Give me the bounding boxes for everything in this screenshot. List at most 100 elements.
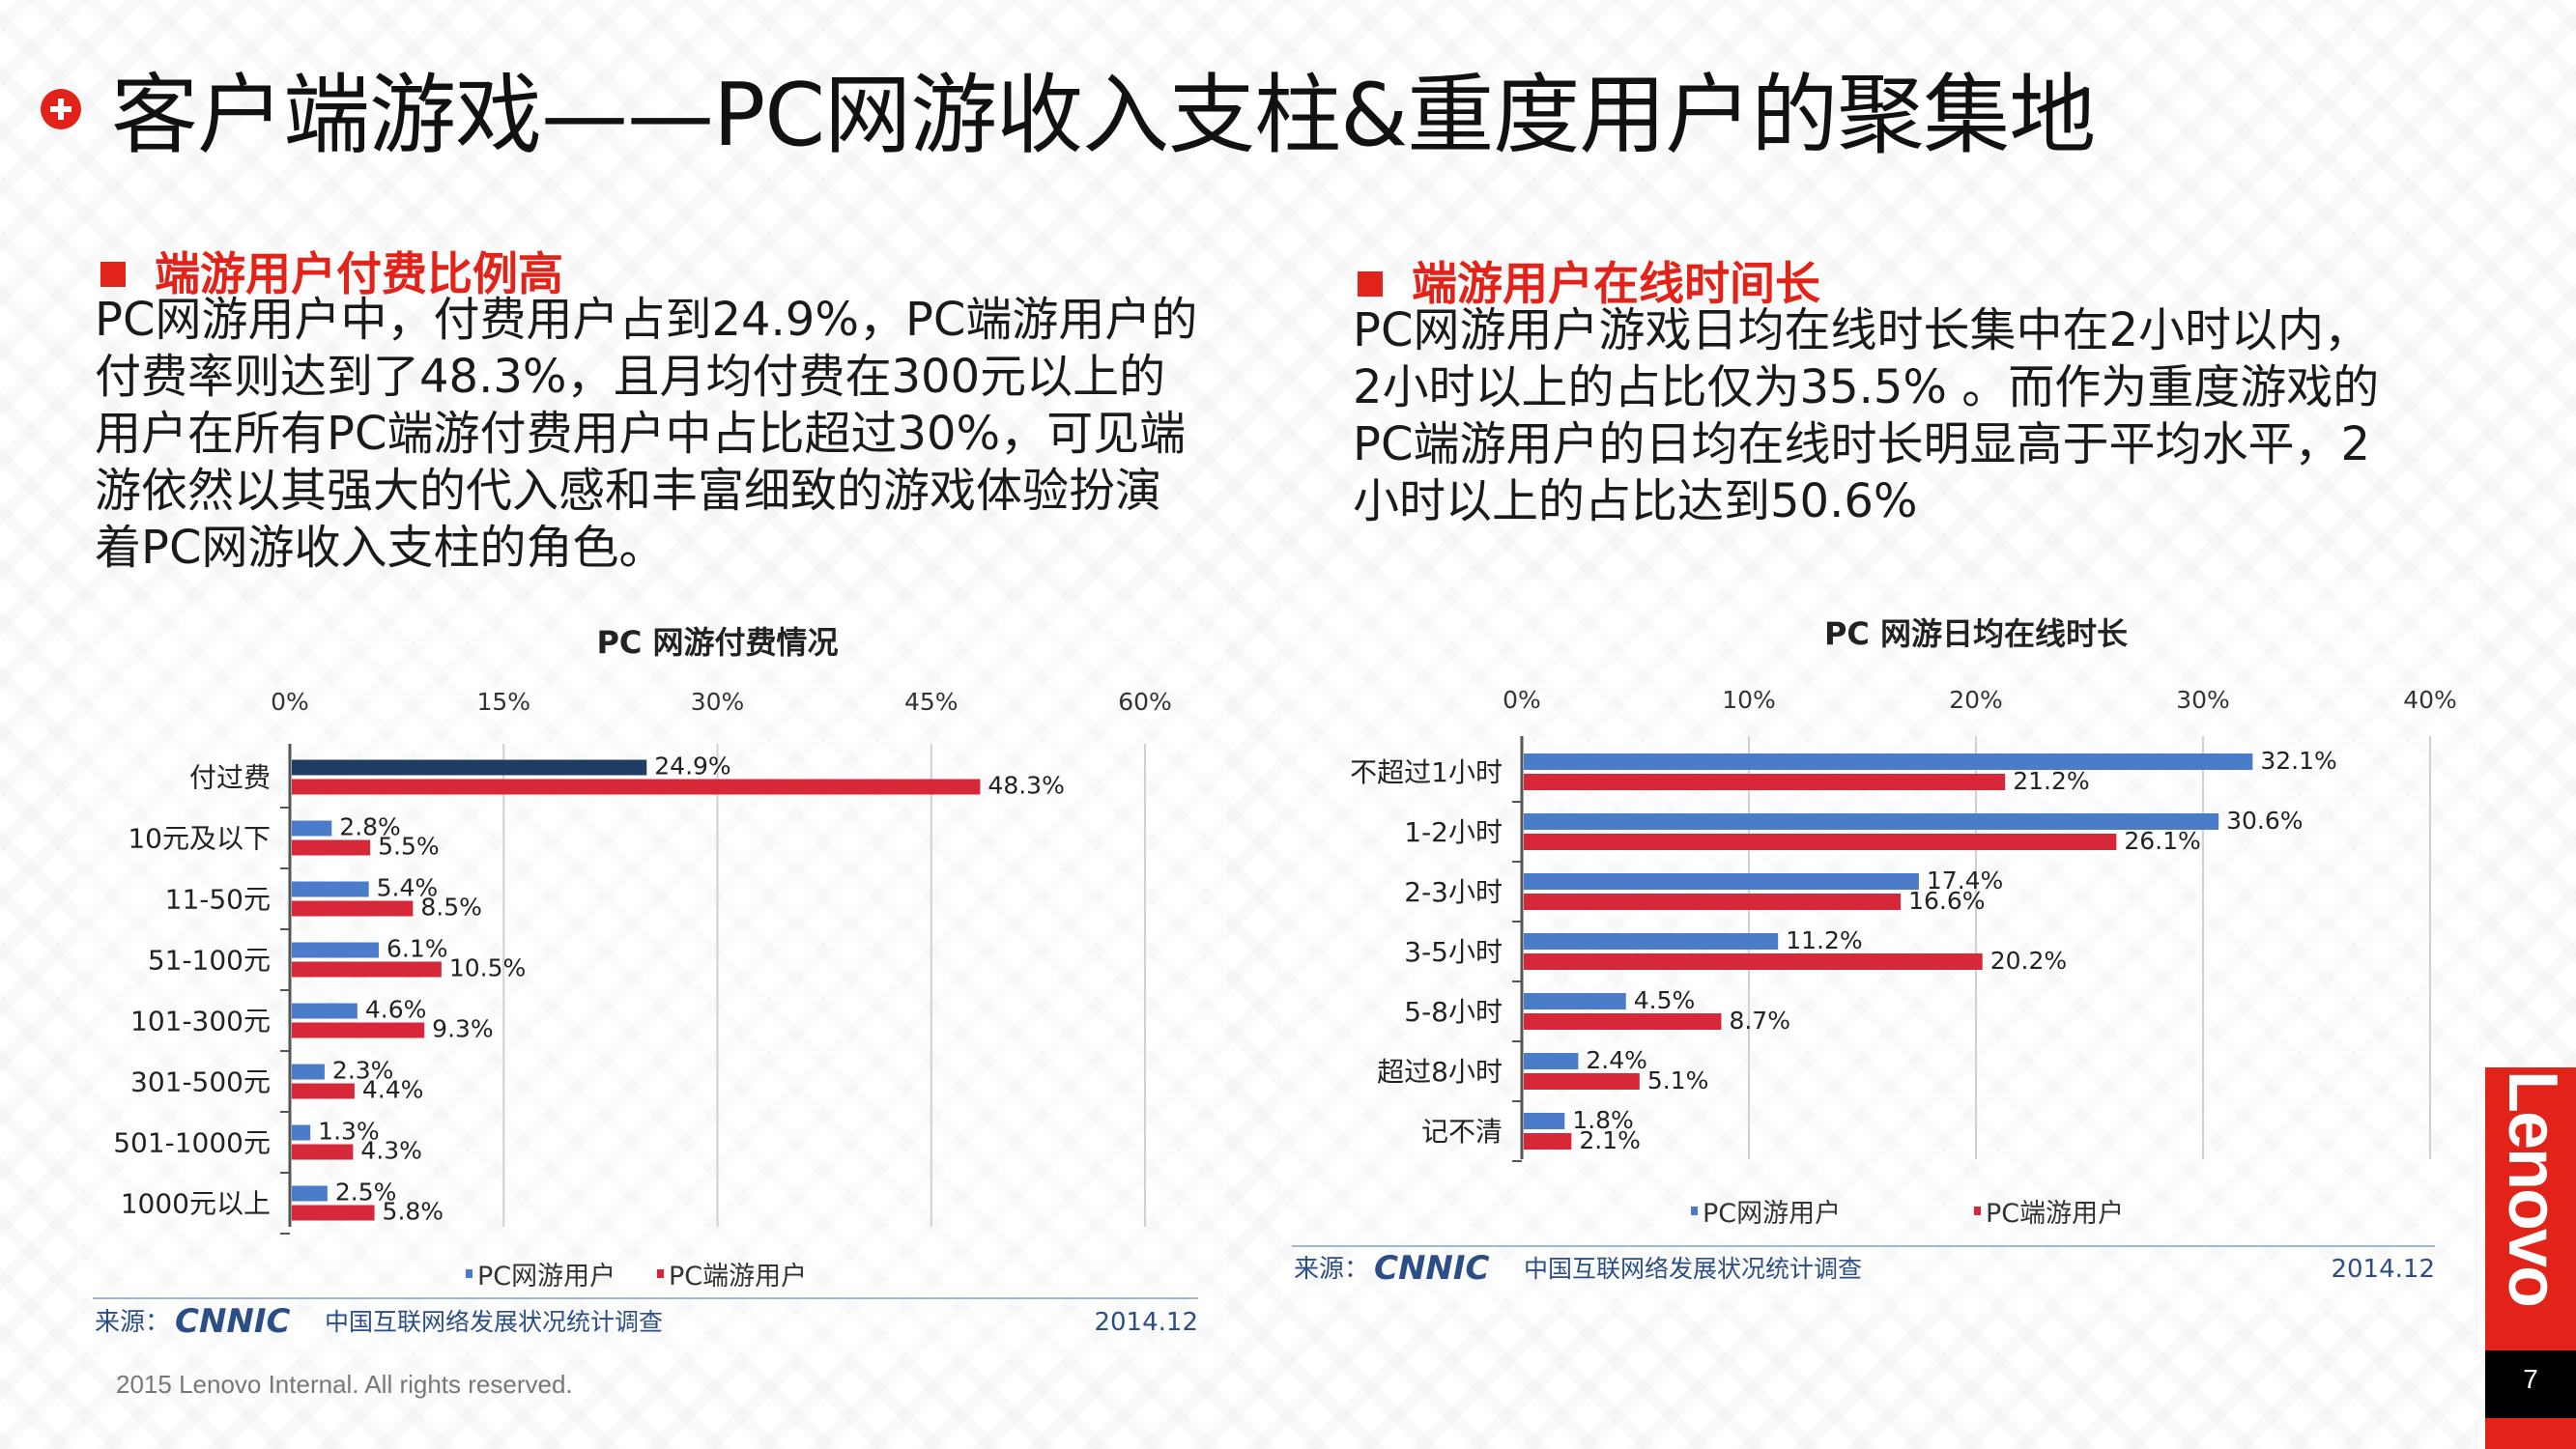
- bar: [1524, 1073, 1640, 1090]
- data-label: 2.4%: [1586, 1046, 1647, 1074]
- category-label: 301-500元: [130, 1066, 271, 1098]
- data-label: 5.1%: [1647, 1066, 1709, 1094]
- bar: [1524, 753, 2253, 770]
- page-number: 7: [2523, 1364, 2538, 1394]
- bar: [292, 1185, 328, 1202]
- data-label: 2.3%: [332, 1057, 394, 1085]
- category-label: 1-2小时: [1404, 816, 1503, 848]
- left-section-heading: 端游用户付费比例高: [100, 237, 563, 303]
- x-tick-label: 60%: [1118, 688, 1172, 716]
- source-name: 中国互联网络发展状况统计调查: [1524, 1255, 1862, 1283]
- category-label: 2-3小时: [1404, 876, 1503, 908]
- bullet-square-icon: [1358, 270, 1383, 297]
- legend-label: PC网游用户: [1703, 1199, 1841, 1229]
- bar: [1524, 813, 2219, 830]
- paragraph-line: 付费率则达到了48.3%，且月均付费在300元以上的: [95, 350, 1166, 404]
- data-label: 9.3%: [432, 1015, 494, 1043]
- data-label: 20.2%: [1990, 947, 2067, 975]
- x-tick-label: 15%: [476, 688, 530, 716]
- bar: [292, 942, 379, 958]
- data-label: 24.9%: [654, 753, 730, 781]
- data-label: 30.6%: [2226, 807, 2303, 835]
- right-heading-text: 端游用户在线时间长: [1412, 258, 1820, 311]
- legend-swatch: [1691, 1207, 1698, 1215]
- source-label: 来源：: [95, 1308, 170, 1337]
- category-label: 1000元以上: [121, 1188, 271, 1220]
- chart-background: [77, 599, 1227, 1362]
- legend-label: PC端游用户: [1986, 1199, 2124, 1229]
- cnnic-logo: CNNIC: [1374, 1249, 1490, 1288]
- x-tick-label: 20%: [1949, 686, 2003, 714]
- legend-swatch: [657, 1269, 664, 1278]
- x-tick-label: 30%: [2176, 686, 2230, 714]
- category-label: 不超过1小时: [1350, 756, 1503, 788]
- right-section-heading: 端游用户在线时间长: [1358, 246, 1820, 313]
- x-tick-label: 40%: [2403, 686, 2457, 714]
- data-label: 4.6%: [365, 996, 427, 1024]
- bar: [292, 820, 332, 837]
- bar: [1524, 1013, 1722, 1030]
- data-label: 4.4%: [362, 1076, 424, 1104]
- bar: [292, 881, 369, 897]
- source-date: 2014.12: [2331, 1255, 2435, 1284]
- paragraph-line: 着PC网游收入支柱的角色。: [95, 521, 666, 575]
- chart-background: [1280, 580, 2478, 1314]
- data-label: 48.3%: [987, 772, 1064, 800]
- online-time-chart: PC 网游日均在线时长 0% 10% 20% 30% 40% 不超过1小时 32.1% 21.2…: [1280, 580, 2478, 1314]
- x-tick-label: 45%: [904, 688, 959, 716]
- category-label: 超过8小时: [1377, 1056, 1503, 1088]
- category-label: 付过费: [189, 762, 271, 794]
- data-label: 17.4%: [1927, 867, 2003, 895]
- bar: [292, 839, 371, 856]
- category-label: 5-8小时: [1404, 996, 1503, 1028]
- legend-label: PC网游用户: [477, 1262, 615, 1292]
- left-paragraph: PC网游用户中，付费用户占到24.9%，PC端游用户的 付费率则达到了48.3%…: [95, 292, 1197, 577]
- data-label: 5.4%: [377, 874, 439, 902]
- x-tick-label: 0%: [1503, 686, 1541, 714]
- data-label: 26.1%: [2124, 827, 2200, 855]
- bar: [292, 1205, 375, 1221]
- bar: [1524, 993, 1626, 1009]
- paragraph-line: 用户在所有PC端游付费用户中占比超过30%，可见端: [95, 407, 1187, 461]
- bar: [292, 1003, 358, 1019]
- category-label: 10元及以下: [128, 823, 271, 855]
- bar: [292, 1064, 325, 1080]
- plus-icon: [41, 89, 81, 129]
- x-tick-label: 10%: [1722, 686, 1776, 714]
- category-label: 101-300元: [130, 1006, 271, 1037]
- data-label: 4.5%: [1634, 986, 1696, 1014]
- bar: [292, 961, 442, 978]
- bar: [1524, 933, 1779, 950]
- source-date: 2014.12: [1094, 1308, 1198, 1337]
- legend-label: PC端游用户: [669, 1262, 807, 1292]
- data-label: 8.7%: [1729, 1007, 1790, 1035]
- left-heading-text: 端游用户付费比例高: [155, 248, 563, 301]
- data-label: 2.5%: [335, 1179, 397, 1207]
- legend-swatch: [466, 1269, 472, 1278]
- bar: [1524, 953, 1983, 970]
- data-label: 2.1%: [1579, 1126, 1641, 1154]
- page-number-box: [2485, 1350, 2576, 1418]
- bar: [292, 1022, 425, 1038]
- right-paragraph: PC网游用户游戏日均在线时长集中在2小时以内， 2小时以上的占比仅为35.5% …: [1353, 302, 2379, 530]
- bar: [1524, 873, 1919, 890]
- bar: [1524, 894, 1902, 910]
- bar: [292, 1083, 355, 1099]
- category-label: 501-1000元: [113, 1127, 271, 1159]
- bar: [1524, 1113, 1565, 1129]
- x-tick-label: 0%: [271, 688, 309, 716]
- paragraph-line: PC网游用户游戏日均在线时长集中在2小时以内，: [1353, 303, 2371, 357]
- category-label: 11-50元: [165, 884, 271, 916]
- source-label: 来源：: [1294, 1255, 1369, 1284]
- data-label: 1.8%: [1572, 1106, 1634, 1134]
- data-label: 10.5%: [449, 954, 526, 982]
- data-label: 16.6%: [1908, 887, 1985, 915]
- lenovo-logo: Lenovo: [2494, 1070, 2571, 1307]
- chart-title: PC 网游日均在线时长: [1824, 615, 2128, 652]
- data-label: 8.5%: [420, 894, 482, 922]
- data-label: 5.5%: [378, 833, 440, 861]
- bar: [292, 1124, 311, 1141]
- paragraph-line: PC端游用户的日均在线时长明显高于平均水平，2: [1353, 417, 2371, 471]
- data-label: 5.8%: [383, 1198, 444, 1226]
- data-label: 1.3%: [318, 1118, 380, 1146]
